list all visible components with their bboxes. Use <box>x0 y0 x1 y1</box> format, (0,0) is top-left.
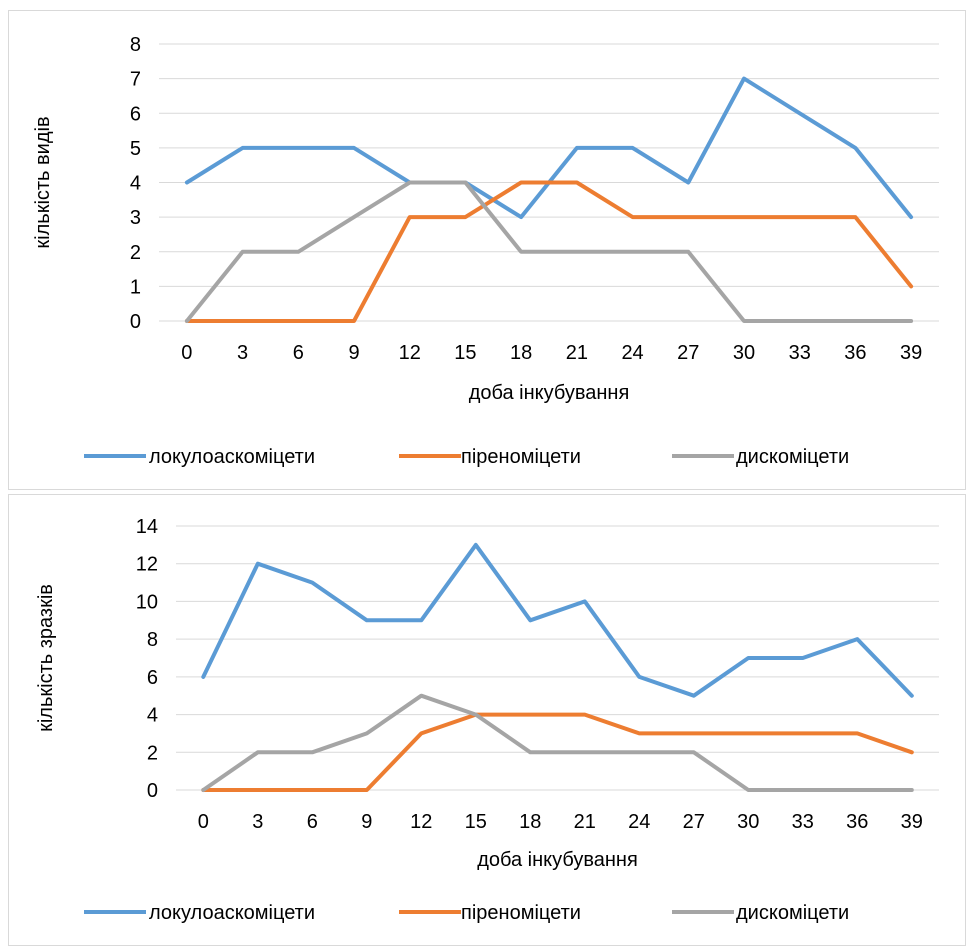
series-3-line <box>184 180 914 323</box>
x-tick-label: 9 <box>361 811 372 833</box>
x-tick-label: 12 <box>399 342 421 364</box>
series-3-line <box>201 693 914 792</box>
legend: локулоаскоміцети піреноміцети дискоміцети <box>84 446 849 468</box>
series-lines <box>184 76 914 323</box>
x-tick-label: 15 <box>454 342 476 364</box>
x-axis-title: доба інкубування <box>477 849 638 871</box>
chart-panel-samples: 0 2 4 6 8 10 12 14 0 3 6 9 12 15 18 21 24 27 30 33 36 39 доб… <box>8 494 966 946</box>
legend-label-2: піреноміцети <box>461 902 581 924</box>
x-tick-label: 9 <box>348 342 359 364</box>
series-2-line <box>184 180 914 323</box>
x-tick-label: 27 <box>677 342 699 364</box>
x-tick-label: 0 <box>198 811 209 833</box>
y-tick-label: 14 <box>136 516 158 538</box>
y-tick-labels: 0 2 4 6 8 10 12 14 <box>136 516 158 802</box>
y-tick-label: 8 <box>130 34 141 56</box>
x-tick-label: 36 <box>844 342 866 364</box>
y-axis-title: кількість зразків <box>35 584 57 732</box>
x-tick-label: 18 <box>510 342 532 364</box>
y-tick-label: 8 <box>147 629 158 651</box>
legend-label-3: дискоміцети <box>736 446 849 468</box>
x-axis-title: доба інкубування <box>469 382 630 404</box>
x-tick-label: 36 <box>846 811 868 833</box>
x-tick-label: 27 <box>683 811 705 833</box>
y-tick-label: 4 <box>147 705 158 727</box>
y-tick-label: 7 <box>130 69 141 91</box>
x-tick-label: 21 <box>574 811 596 833</box>
x-tick-label: 24 <box>621 342 643 364</box>
y-tick-label: 1 <box>130 276 141 298</box>
x-tick-label: 39 <box>900 342 922 364</box>
y-axis-title: кількість видів <box>32 116 54 248</box>
y-tick-labels: 0 1 2 3 4 5 6 7 8 <box>130 34 141 333</box>
y-tick-label: 6 <box>147 667 158 689</box>
x-tick-label: 15 <box>465 811 487 833</box>
x-tick-label: 18 <box>519 811 541 833</box>
x-tick-label: 30 <box>737 811 759 833</box>
series-2-line <box>201 712 914 792</box>
y-tick-label: 12 <box>136 554 158 576</box>
legend-label-2: піреноміцети <box>461 446 581 468</box>
y-tick-label: 2 <box>147 742 158 764</box>
y-tick-label: 10 <box>136 591 158 613</box>
x-tick-label: 0 <box>181 342 192 364</box>
y-tick-label: 3 <box>130 207 141 229</box>
x-tick-label: 30 <box>733 342 755 364</box>
y-tick-label: 2 <box>130 242 141 264</box>
x-tick-label: 3 <box>237 342 248 364</box>
x-tick-label: 24 <box>628 811 650 833</box>
legend-label-3: дискоміцети <box>736 902 849 924</box>
y-tick-label: 0 <box>130 311 141 333</box>
series-lines <box>201 542 914 792</box>
legend-label-1: локулоаскоміцети <box>149 446 315 468</box>
series-1-line <box>201 542 914 698</box>
legend-label-1: локулоаскоміцети <box>149 902 315 924</box>
x-tick-label: 6 <box>307 811 318 833</box>
y-tick-label: 4 <box>130 173 141 195</box>
y-tick-label: 5 <box>130 138 141 160</box>
x-tick-label: 21 <box>566 342 588 364</box>
x-tick-labels: 0 3 6 9 12 15 18 21 24 27 30 33 36 39 <box>181 342 922 364</box>
x-tick-label: 3 <box>252 811 263 833</box>
x-tick-labels: 0 3 6 9 12 15 18 21 24 27 30 33 36 39 <box>198 811 923 833</box>
x-tick-label: 12 <box>410 811 432 833</box>
x-tick-label: 33 <box>792 811 814 833</box>
x-tick-label: 33 <box>789 342 811 364</box>
legend: локулоаскоміцети піреноміцети дискоміцети <box>84 902 849 924</box>
y-tick-label: 6 <box>130 103 141 125</box>
y-tick-label: 0 <box>147 780 158 802</box>
x-tick-label: 39 <box>901 811 923 833</box>
x-tick-label: 6 <box>293 342 304 364</box>
